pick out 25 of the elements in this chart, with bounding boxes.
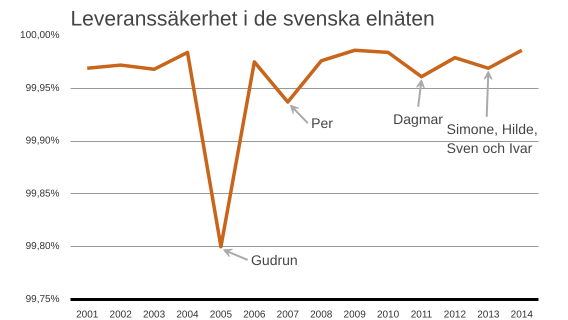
x-tick-label: 2008: [310, 310, 333, 320]
x-tick-label: 2009: [344, 310, 366, 320]
x-tick-label: 2001: [76, 310, 99, 320]
annotation: Dagmar: [393, 111, 444, 128]
x-tick-label: 2011: [410, 310, 433, 320]
y-tick-label: 99,75%: [26, 294, 60, 305]
x-tick-label: 2003: [142, 310, 166, 320]
x-tick-label: 2005: [210, 310, 232, 320]
annotation: Per: [311, 115, 334, 132]
x-tick-label: 2004: [176, 310, 200, 320]
y-tick-label: 99,80%: [26, 241, 60, 252]
x-tick-label: 2014: [510, 310, 534, 320]
y-tick-label: 99,85%: [26, 188, 60, 200]
y-tick-label: 99,90%: [26, 136, 60, 147]
annotation: Simone, Hilde, Sven och Ivar: [446, 121, 538, 156]
x-tick-label: 2012: [444, 310, 466, 320]
annotation: Gudrun: [251, 252, 298, 268]
x-tick-label: 2007: [276, 310, 300, 320]
x-tick-label: 2002: [110, 310, 132, 320]
chart-title: Leveranssäkerhet i de svenska elnäten: [70, 8, 435, 30]
y-tick-label: 99,95%: [26, 82, 60, 94]
x-tick-label: 2010: [376, 310, 400, 320]
x-tick-label: 2013: [477, 310, 500, 320]
x-tick-label: 2006: [243, 310, 266, 320]
y-tick-label: 100,00%: [20, 30, 60, 41]
